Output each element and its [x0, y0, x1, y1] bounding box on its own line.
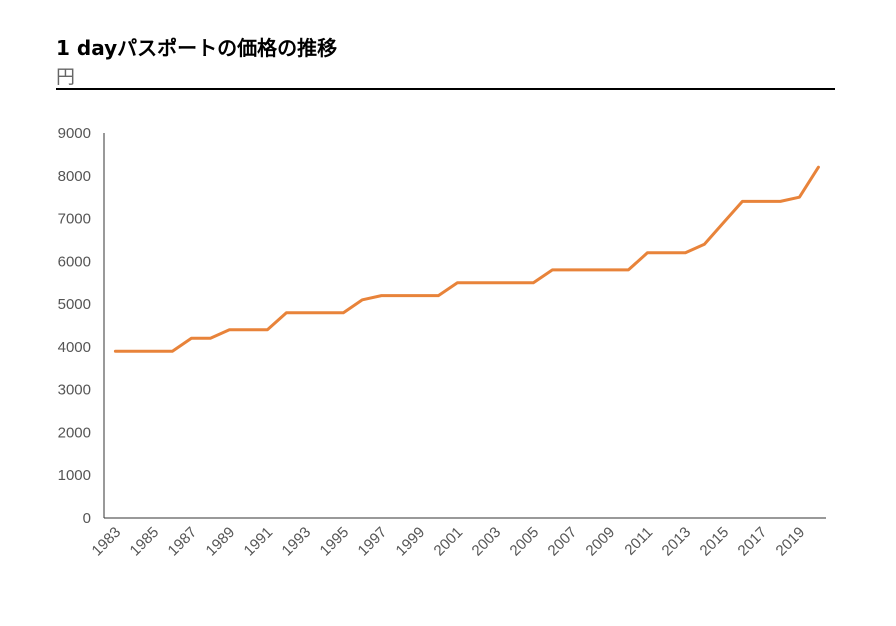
x-tick-label: 2003 [469, 524, 505, 560]
x-tick-label: 2019 [773, 524, 809, 560]
y-unit-label: 円 [56, 66, 76, 88]
y-tick-label: 9000 [58, 125, 91, 142]
x-tick-label: 2017 [735, 524, 771, 560]
y-tick-label: 7000 [58, 211, 91, 228]
price-line [113, 165, 820, 353]
x-tick-label: 2001 [431, 524, 467, 560]
y-tick-label: 1000 [58, 467, 91, 484]
x-tick-label: 2015 [697, 524, 733, 560]
x-tick-label: 1985 [127, 524, 163, 560]
x-tick-label: 1995 [317, 524, 353, 560]
title-divider [56, 88, 835, 90]
x-tick-label: 1983 [89, 524, 125, 560]
x-tick-label: 1987 [165, 524, 201, 560]
y-tick-label: 0 [83, 510, 91, 527]
y-tick-label: 2000 [58, 424, 91, 441]
x-tick-label: 2013 [659, 524, 695, 560]
x-tick-label: 2009 [583, 524, 619, 560]
y-tick-label: 8000 [58, 168, 91, 185]
x-tick-label: 1997 [355, 524, 391, 560]
x-tick-label: 2011 [621, 524, 656, 559]
x-tick-label: 2007 [545, 524, 581, 560]
x-tick-label: 1989 [203, 524, 239, 560]
y-tick-label: 5000 [58, 296, 91, 313]
y-tick-label: 3000 [58, 382, 91, 399]
y-tick-label: 4000 [58, 339, 91, 356]
x-tick-label: 1991 [241, 524, 277, 560]
x-tick-label: 1993 [279, 524, 315, 560]
x-tick-label: 2005 [507, 524, 543, 560]
chart-title: 1 dayパスポートの価格の推移 [56, 36, 338, 60]
x-tick-label: 1999 [393, 524, 429, 560]
y-tick-label: 6000 [58, 253, 91, 270]
